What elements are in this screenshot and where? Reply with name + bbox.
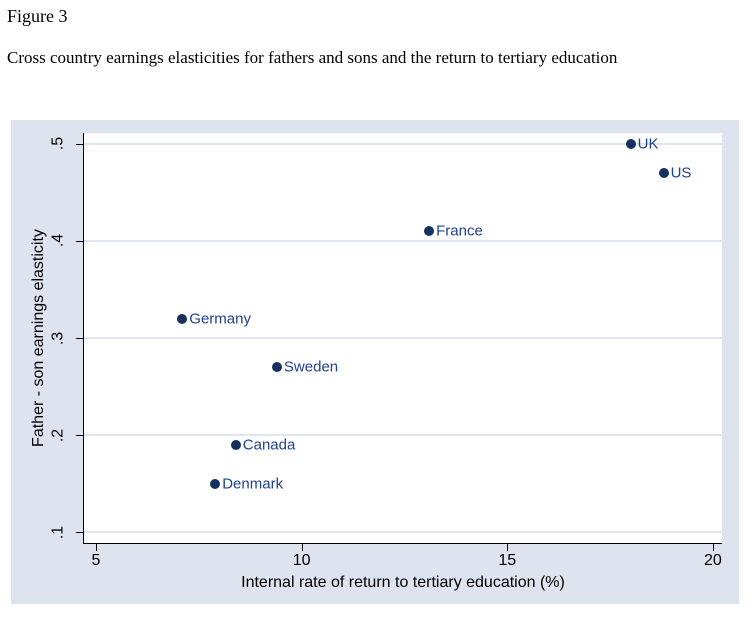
y-tick-label: .2 xyxy=(49,428,67,442)
figure-label: Figure 3 xyxy=(7,6,68,26)
y-tick-label: .3 xyxy=(49,331,67,345)
data-point-dot xyxy=(658,167,669,178)
y-axis-title: Father - son earnings elasticity xyxy=(30,229,47,447)
x-tick-mark xyxy=(95,543,97,551)
data-point-dot xyxy=(210,478,221,489)
plot-area: Father - son earnings elasticity Interna… xyxy=(30,133,722,591)
figure-caption: Cross country earnings elasticities for … xyxy=(7,48,618,67)
y-tick-mark xyxy=(76,435,84,437)
data-point-label: UK xyxy=(637,135,659,153)
x-tick-mark xyxy=(712,543,714,551)
data-point-label: France xyxy=(436,222,483,240)
data-point-dot xyxy=(424,226,435,237)
x-tick-label: 5 xyxy=(91,552,101,569)
data-point-label: Denmark xyxy=(222,475,284,493)
gridline xyxy=(84,142,722,145)
x-tick-label: 20 xyxy=(704,552,722,569)
data-point-label: US xyxy=(670,164,692,182)
x-tick-mark xyxy=(507,543,509,551)
data-point-dot xyxy=(271,362,282,373)
gridline xyxy=(84,239,722,242)
x-tick-label: 15 xyxy=(498,552,517,569)
y-tick-mark xyxy=(76,143,84,145)
gridline xyxy=(84,531,722,534)
x-tick-mark xyxy=(301,543,303,551)
y-tick-label: .5 xyxy=(49,137,67,151)
y-tick-mark xyxy=(76,532,84,534)
y-tick-label: .1 xyxy=(49,525,67,539)
data-point-dot xyxy=(230,439,241,450)
x-axis-title: Internal rate of return to tertiary educ… xyxy=(241,574,565,591)
data-point-label: Sweden xyxy=(283,358,339,376)
gridline xyxy=(84,434,722,437)
x-tick-label: 10 xyxy=(292,552,311,569)
y-tick-mark xyxy=(76,338,84,339)
y-tick-mark xyxy=(76,240,84,242)
data-point-dot xyxy=(177,313,188,324)
y-tick-label: .4 xyxy=(49,234,67,248)
data-point-dot xyxy=(625,138,636,149)
scatter-chart: Father - son earnings elasticity Interna… xyxy=(11,120,739,604)
gridline xyxy=(84,337,722,339)
data-point-label: Canada xyxy=(242,436,296,454)
data-point-label: Germany xyxy=(189,310,251,328)
